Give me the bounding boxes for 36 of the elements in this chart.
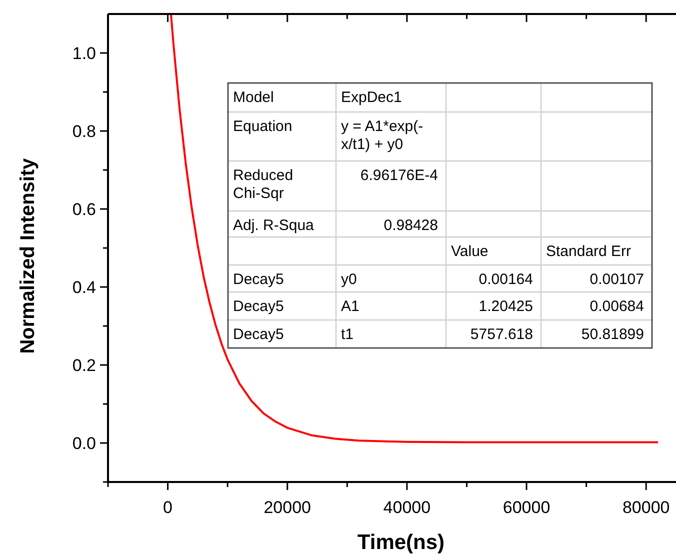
annotation: Reduced Chi-Sqr [233,167,294,202]
y-tick-label: 1.0 [72,44,96,63]
y-tick-label: 0.0 [72,434,96,453]
x-axis-title: Time(ns) [357,531,445,554]
annotation: 0.00107 [590,271,644,288]
annotation: 0.98428 [384,217,438,234]
y-axis-title: Normalized Intensity [17,157,39,354]
annotation: 50.81899 [581,326,644,343]
y-tick-label: 0.8 [72,122,96,141]
annotation: Value [451,243,488,260]
annotation: 5757.618 [470,326,533,343]
y-tick-label: 0.6 [72,200,96,219]
y-tick-label: 0.4 [72,278,96,297]
x-tick-label: 80000 [622,498,670,517]
x-tick-label: 20000 [264,498,312,517]
annotation: Adj. R-Squa [233,217,315,234]
annotation: Equation [233,118,292,135]
x-tick-label: 0 [163,498,173,517]
annotation: 0.00684 [590,298,644,315]
annotation: Model [233,89,274,106]
line-series [170,14,660,444]
annotation: y0 [341,271,357,288]
annotation: y = A1*exp(-x/t1) + y0 [341,118,424,153]
y-tick-label: 0.2 [72,356,96,375]
annotation: 6.96176E-4 [360,167,438,184]
annotation: Decay5 [233,326,284,343]
x-tick-label: 60000 [502,498,550,517]
x-tick-label: 40000 [383,498,431,517]
annotation: Decay5 [233,271,284,288]
annotation: Decay5 [233,298,284,315]
annotation: A1 [341,298,360,315]
annotation: t1 [341,326,354,343]
annotation: ExpDec1 [341,89,402,106]
annotation: 1.20425 [478,298,533,315]
annotation: Standard Err [546,243,632,260]
annotation: 0.00164 [478,271,533,288]
